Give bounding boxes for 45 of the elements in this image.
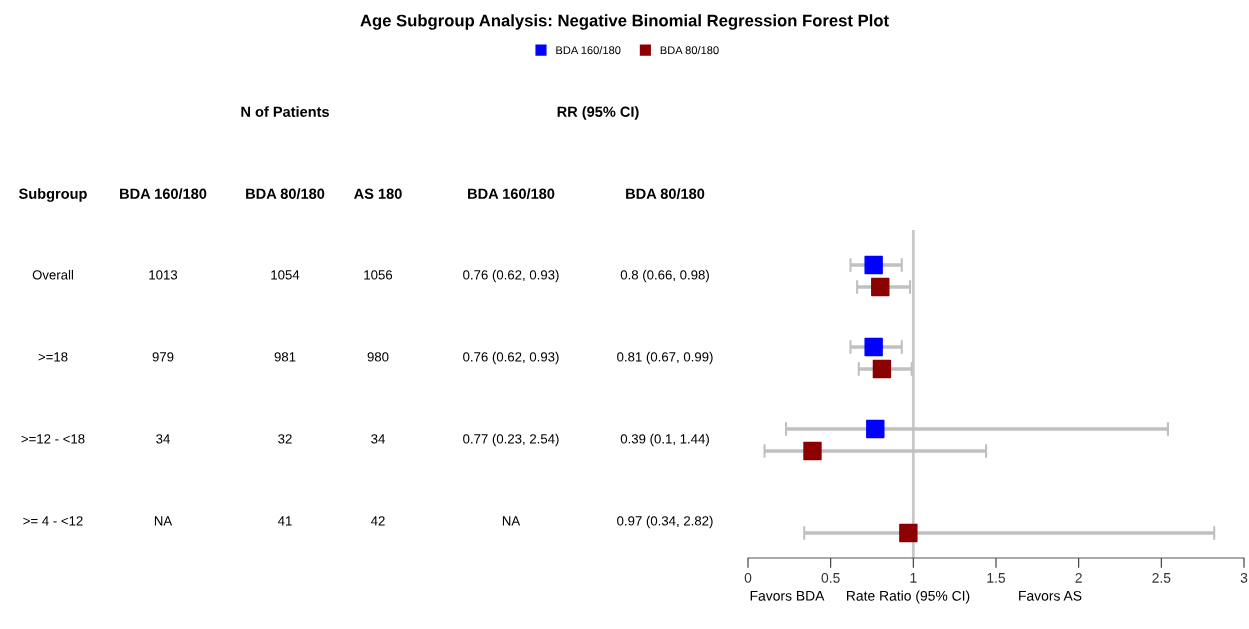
text: 0.77 (0.23, 2.54) (463, 433, 559, 447)
text: BDA 80/180 (246, 188, 325, 200)
text: 41 (277, 516, 292, 526)
text: 32 (278, 434, 292, 444)
text: Overall (32, 269, 74, 280)
text: 1054 (271, 270, 300, 280)
text: Favors BDA (750, 591, 825, 601)
text: 0.76 (0.62, 0.93) (463, 351, 559, 365)
text: 0.81 (0.67, 0.99) (617, 351, 713, 365)
x-axis-title: Rate Ratio (95% CI) (847, 590, 970, 604)
x-tick-label: 0.5 (821, 572, 840, 583)
text: 979 (152, 352, 174, 362)
legend-label: BDA 80/180 (660, 46, 719, 55)
text: 981 (274, 352, 296, 362)
text: 34 (371, 434, 385, 444)
text: 980 (367, 352, 389, 362)
text: BDA 160/180 (120, 188, 207, 200)
text: 1013 (149, 270, 178, 280)
text: BDA 160/180 (468, 188, 555, 200)
text: BDA 80/180 (626, 188, 705, 200)
x-tick-label: 0 (744, 572, 752, 583)
text: N of Patients (241, 106, 329, 117)
text: 42 (370, 516, 385, 526)
text: >=12 - <18 (21, 434, 85, 444)
x-tick-label: 2.5 (1152, 572, 1171, 583)
text: 1056 (364, 270, 393, 280)
x-tick-label: 3 (1240, 572, 1248, 583)
text: >=18 (38, 352, 68, 362)
legend-label: BDA 160/180 (556, 46, 621, 55)
text: >= 4 - <12 (23, 516, 83, 526)
text: 34 (156, 434, 170, 444)
x-tick-label: 1.5 (987, 573, 1006, 583)
text: Favors AS (1019, 590, 1082, 601)
x-tick-label: 2 (1075, 572, 1082, 583)
text: 0.76 (0.62, 0.93) (463, 269, 559, 283)
text: RR (95% CI) (557, 106, 639, 120)
text: AS 180 (354, 188, 402, 199)
text: 0.39 (0.1, 1.44) (620, 433, 709, 447)
x-tick-label: 1 (910, 573, 917, 583)
text: 0.97 (0.34, 2.82) (617, 515, 713, 529)
text: 0.8 (0.66, 0.98) (620, 269, 709, 283)
text: Subgroup (19, 188, 87, 202)
text: NA (502, 516, 521, 526)
chart-title: Age Subgroup Analysis: Negative Binomial Regression Forest Plot (360, 14, 889, 30)
text: NA (154, 516, 173, 526)
